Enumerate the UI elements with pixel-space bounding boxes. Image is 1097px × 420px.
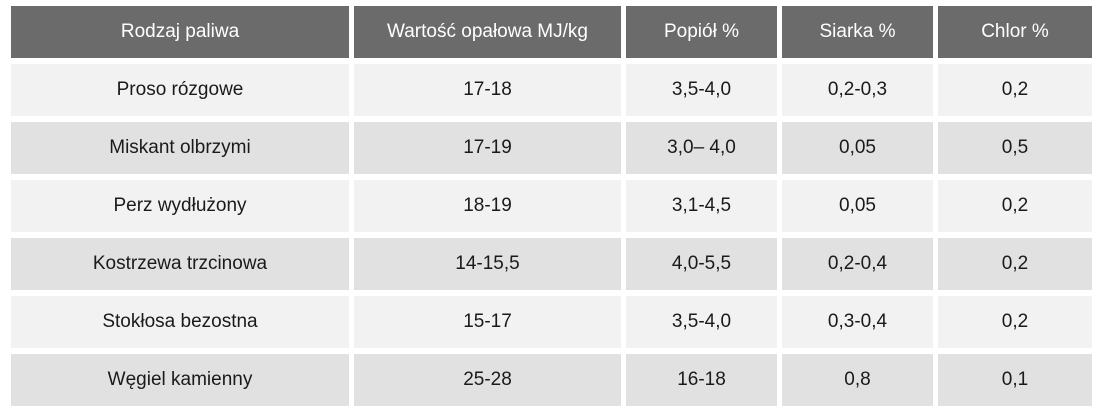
cell-calorific-value: 25-28	[354, 354, 621, 406]
cell-ash: 3,0– 4,0	[626, 122, 777, 174]
table-row: Stokłosa bezostna 15-17 3,5-4,0 0,3-0,4 …	[11, 296, 1092, 348]
cell-sulfur: 0,05	[782, 180, 933, 232]
header-sulfur: Siarka %	[782, 6, 933, 58]
table-row: Proso rózgowe 17-18 3,5-4,0 0,2-0,3 0,2	[11, 64, 1092, 116]
cell-fuel-type: Miskant olbrzymi	[11, 122, 349, 174]
cell-sulfur: 0,2-0,3	[782, 64, 933, 116]
cell-chlorine: 0,2	[938, 296, 1092, 348]
cell-sulfur: 0,2-0,4	[782, 238, 933, 290]
header-chlorine: Chlor %	[938, 6, 1092, 58]
cell-calorific-value: 18-19	[354, 180, 621, 232]
cell-ash: 4,0-5,5	[626, 238, 777, 290]
cell-chlorine: 0,2	[938, 64, 1092, 116]
header-ash: Popiół %	[626, 6, 777, 58]
cell-ash: 16-18	[626, 354, 777, 406]
cell-chlorine: 0,2	[938, 238, 1092, 290]
table-row: Kostrzewa trzcinowa 14-15,5 4,0-5,5 0,2-…	[11, 238, 1092, 290]
cell-ash: 3,5-4,0	[626, 296, 777, 348]
cell-fuel-type: Kostrzewa trzcinowa	[11, 238, 349, 290]
cell-chlorine: 0,5	[938, 122, 1092, 174]
table-row: Węgiel kamienny 25-28 16-18 0,8 0,1	[11, 354, 1092, 406]
cell-ash: 3,1-4,5	[626, 180, 777, 232]
cell-calorific-value: 17-18	[354, 64, 621, 116]
cell-fuel-type: Węgiel kamienny	[11, 354, 349, 406]
cell-fuel-type: Proso rózgowe	[11, 64, 349, 116]
table-header-row: Rodzaj paliwa Wartość opałowa MJ/kg Popi…	[11, 6, 1092, 58]
table-row: Perz wydłużony 18-19 3,1-4,5 0,05 0,2	[11, 180, 1092, 232]
cell-sulfur: 0,3-0,4	[782, 296, 933, 348]
cell-ash: 3,5-4,0	[626, 64, 777, 116]
cell-chlorine: 0,2	[938, 180, 1092, 232]
cell-calorific-value: 14-15,5	[354, 238, 621, 290]
header-fuel-type: Rodzaj paliwa	[11, 6, 349, 58]
cell-calorific-value: 17-19	[354, 122, 621, 174]
cell-fuel-type: Stokłosa bezostna	[11, 296, 349, 348]
fuel-comparison-table: Rodzaj paliwa Wartość opałowa MJ/kg Popi…	[6, 0, 1097, 412]
header-calorific-value: Wartość opałowa MJ/kg	[354, 6, 621, 58]
cell-sulfur: 0,8	[782, 354, 933, 406]
table-row: Miskant olbrzymi 17-19 3,0– 4,0 0,05 0,5	[11, 122, 1092, 174]
cell-sulfur: 0,05	[782, 122, 933, 174]
cell-calorific-value: 15-17	[354, 296, 621, 348]
cell-fuel-type: Perz wydłużony	[11, 180, 349, 232]
cell-chlorine: 0,1	[938, 354, 1092, 406]
fuel-comparison-table-container: Rodzaj paliwa Wartość opałowa MJ/kg Popi…	[11, 6, 1092, 406]
